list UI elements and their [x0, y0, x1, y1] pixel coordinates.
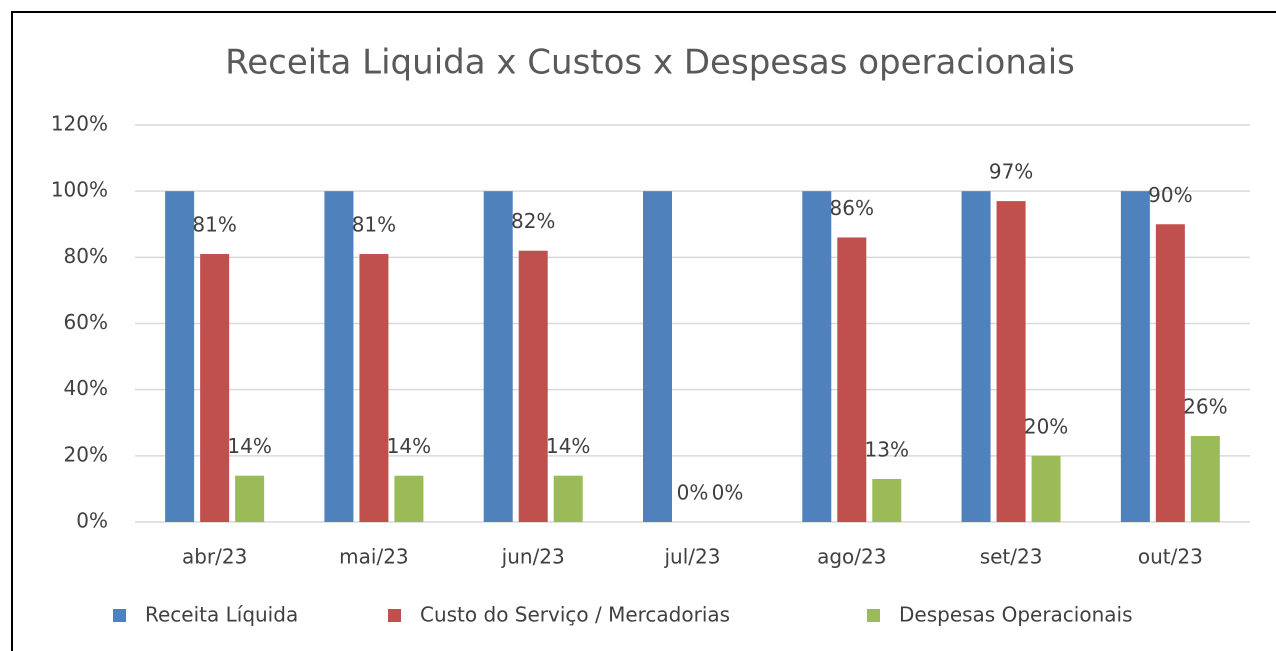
data-label: 97%	[989, 160, 1033, 184]
legend-swatch	[388, 609, 401, 622]
bar	[872, 478, 902, 522]
data-label: 81%	[352, 213, 396, 237]
data-label: 81%	[192, 213, 236, 237]
x-tick-label: set/23	[980, 545, 1043, 569]
bar	[483, 191, 513, 522]
data-label: 14%	[227, 434, 271, 458]
y-tick-label: 80%	[64, 244, 108, 268]
y-tick-label: 100%	[51, 178, 108, 202]
bar	[1120, 191, 1150, 522]
data-label: 14%	[546, 434, 590, 458]
bar	[1190, 435, 1220, 522]
data-label: 90%	[1148, 183, 1192, 207]
data-label: 82%	[511, 209, 555, 233]
x-tick-label: ago/23	[817, 545, 886, 569]
bar	[235, 475, 265, 522]
legend-swatch	[113, 609, 126, 622]
bar	[961, 191, 991, 522]
y-tick-label: 60%	[64, 310, 108, 334]
data-label: 86%	[830, 196, 874, 220]
x-tick-label: jun/23	[501, 545, 565, 569]
bar	[553, 475, 583, 522]
bar	[165, 191, 195, 522]
bar	[394, 475, 424, 522]
legend-swatch	[867, 609, 880, 622]
bar	[1031, 455, 1061, 522]
data-label: 14%	[387, 434, 431, 458]
chart-title: Receita Liquida x Custos x Despesas oper…	[225, 43, 1075, 83]
data-label: 20%	[1024, 414, 1068, 438]
y-tick-label: 40%	[64, 376, 108, 400]
bar	[643, 191, 672, 522]
data-label: 26%	[1183, 394, 1227, 418]
legend-label: Receita Líquida	[145, 603, 298, 627]
data-label: 0%	[712, 481, 744, 505]
legend-label: Custo do Serviço / Mercadorias	[420, 603, 730, 627]
x-tick-label: abr/23	[182, 545, 247, 569]
legend-label: Despesas Operacionais	[899, 603, 1133, 627]
x-tick-label: out/23	[1138, 545, 1203, 569]
bar	[518, 250, 548, 522]
bar	[359, 254, 389, 522]
bar	[837, 237, 867, 522]
y-tick-label: 120%	[51, 112, 108, 136]
x-tick-label: jul/23	[664, 545, 721, 569]
bar	[996, 201, 1026, 522]
y-tick-label: 20%	[64, 442, 108, 466]
data-label: 0%	[677, 481, 709, 505]
x-tick-label: mai/23	[339, 545, 408, 569]
bar	[802, 191, 832, 522]
frame	[11, 11, 1276, 651]
data-label: 13%	[865, 437, 909, 461]
bar	[200, 254, 230, 522]
bar	[324, 191, 354, 522]
y-tick-label: 0%	[76, 509, 108, 533]
bar	[1155, 224, 1185, 522]
